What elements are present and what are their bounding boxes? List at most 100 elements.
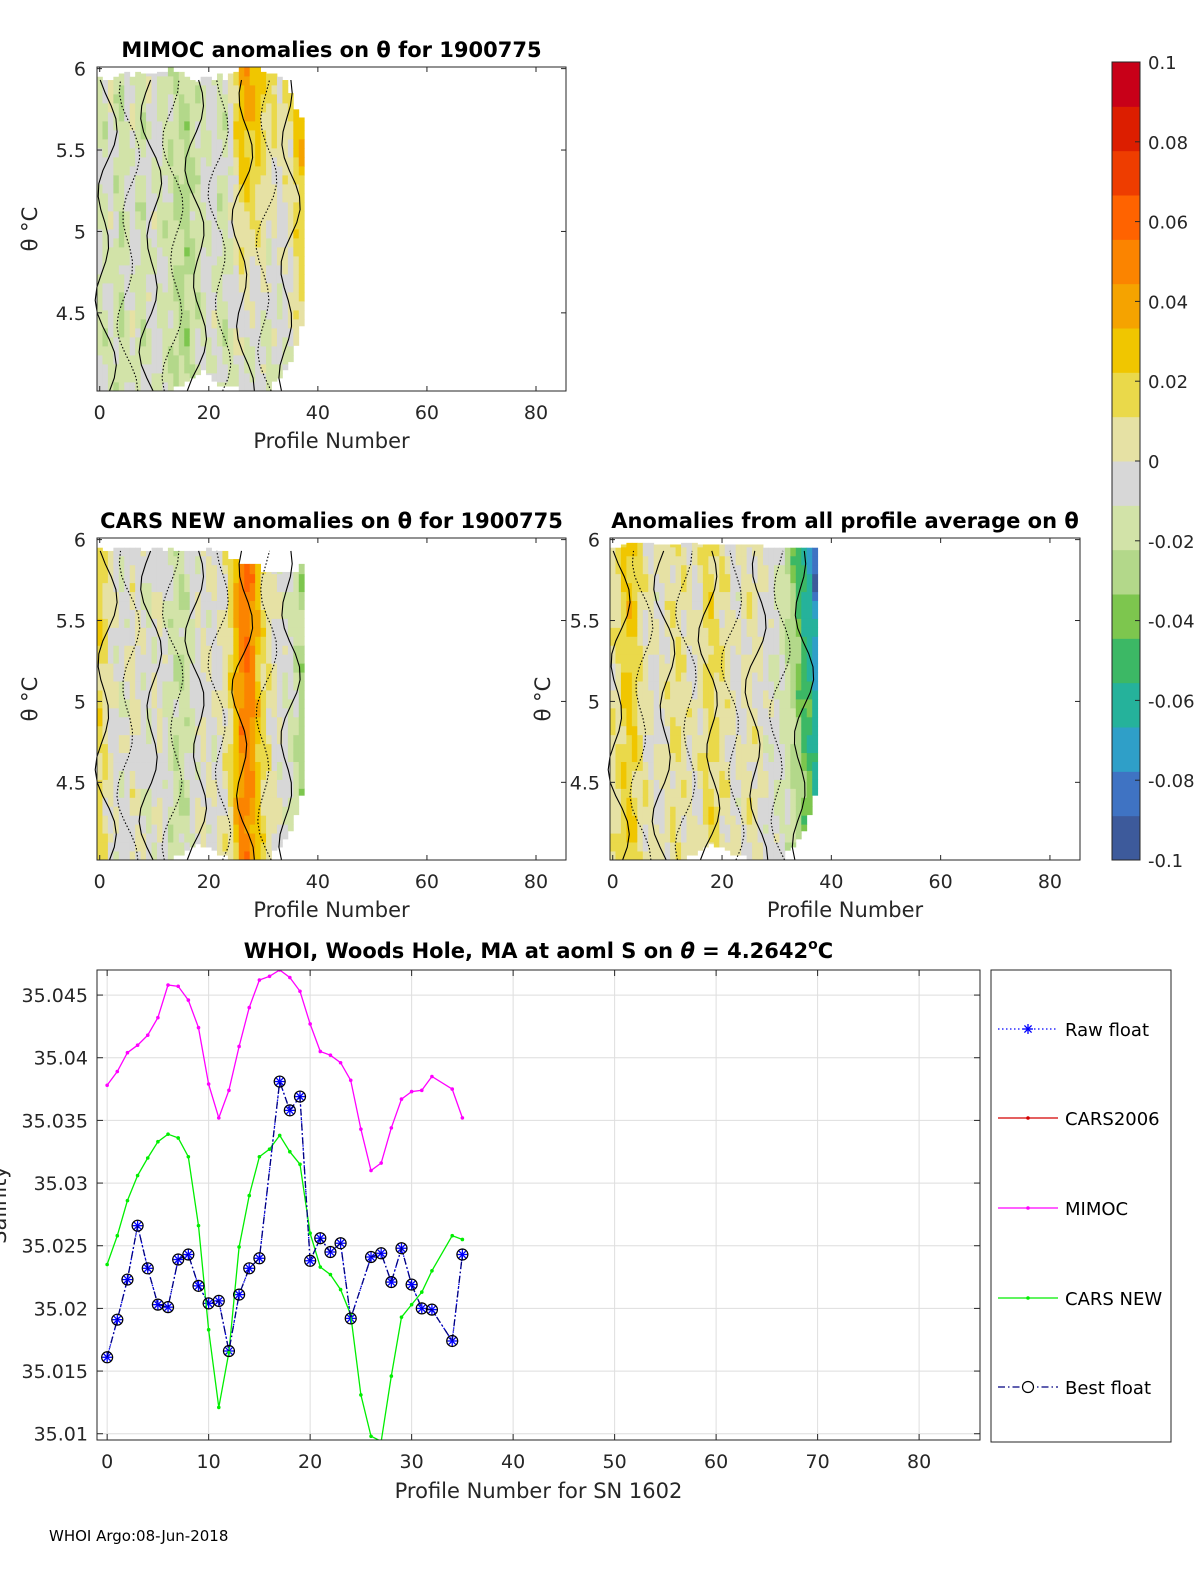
anomaly-cell <box>255 76 262 86</box>
anomaly-cell <box>697 725 704 736</box>
anomaly-cell <box>233 103 240 113</box>
anomaly-cell <box>118 274 125 284</box>
anomaly-cell <box>249 247 256 257</box>
anomaly-cell <box>156 292 163 302</box>
anomaly-cell <box>222 550 229 557</box>
anomaly-cell <box>113 761 120 771</box>
anomaly-cell <box>719 797 726 807</box>
anomaly-cell <box>795 707 802 718</box>
anomaly-cell <box>255 672 262 682</box>
asterisk-stroke <box>458 1250 467 1259</box>
anomaly-cell <box>255 806 262 816</box>
anomaly-cell <box>178 85 185 95</box>
anomaly-cell <box>293 211 300 221</box>
anomaly-cell <box>773 716 780 727</box>
anomaly-cell <box>200 337 207 347</box>
anomaly-cell <box>140 130 147 140</box>
anomaly-cell <box>178 139 185 149</box>
anomaly-cell <box>260 761 267 771</box>
anomaly-cell <box>156 636 163 646</box>
anomaly-cell <box>124 184 131 194</box>
data-point <box>298 1162 302 1167</box>
anomaly-cell <box>227 663 234 673</box>
anomaly-cell <box>211 229 218 239</box>
anomaly-cell <box>255 833 262 843</box>
anomaly-cell <box>200 166 207 176</box>
x-tick-label: 60 <box>415 402 439 424</box>
anomaly-cell <box>773 770 780 780</box>
anomaly-cell <box>653 752 660 763</box>
anomaly-cell <box>773 663 780 673</box>
anomaly-cell <box>102 80 109 86</box>
anomaly-cell <box>757 654 764 664</box>
anomaly-cell <box>610 779 616 789</box>
anomaly-cell <box>178 256 185 266</box>
anomaly-cell <box>195 550 202 557</box>
anomaly-cell <box>206 743 212 754</box>
anomaly-cell <box>195 247 202 257</box>
anomaly-cell <box>216 94 223 104</box>
anomaly-cell <box>801 627 808 637</box>
data-point <box>419 1088 424 1093</box>
anomaly-cell <box>244 734 251 745</box>
anomaly-cell <box>293 310 300 320</box>
anomaly-cell <box>249 582 256 593</box>
anomaly-cell <box>812 752 819 763</box>
anomaly-cell <box>97 734 103 745</box>
salinity-line-chart: 0 10 20 30 40 50 60 70 8035.0135.01535.0235.0253… <box>0 937 981 1503</box>
anomaly-cell <box>244 355 251 365</box>
anomaly-cell <box>282 130 289 140</box>
anomaly-cell <box>195 573 202 584</box>
anomaly-cell <box>151 364 158 374</box>
anomaly-cell <box>195 564 202 575</box>
anomaly-cell <box>615 573 622 584</box>
axes-frame <box>96 969 981 1441</box>
anomaly-cell <box>801 797 808 807</box>
anomaly-cell <box>752 779 758 789</box>
anomaly-cell <box>211 591 218 602</box>
anomaly-cell <box>189 550 196 557</box>
anomaly-cell <box>244 112 251 122</box>
anomaly-cell <box>282 112 289 122</box>
anomaly-cell <box>113 779 120 789</box>
colorbar-segment <box>1112 461 1140 506</box>
anomaly-cell <box>266 310 272 320</box>
anomaly-cell <box>763 627 769 637</box>
anomaly-cell <box>276 130 283 140</box>
anomaly-cell <box>266 734 272 745</box>
y-tick-label: 6 <box>588 530 600 552</box>
anomaly-cell <box>184 283 191 293</box>
anomaly-cell <box>184 130 191 140</box>
anomaly-cell <box>741 725 748 736</box>
anomaly-cell <box>255 699 262 709</box>
anomaly-cell <box>102 788 109 798</box>
anomaly-cell <box>206 292 212 302</box>
anomaly-cell <box>702 555 709 566</box>
anomaly-cell <box>140 851 147 861</box>
anomaly-cell <box>173 247 180 257</box>
anomaly-cell <box>233 743 240 754</box>
asterisk-stroke <box>387 1278 396 1287</box>
anomaly-cell <box>102 609 109 619</box>
anomaly-cell <box>124 654 131 664</box>
anomaly-cell <box>298 220 305 230</box>
anomaly-cell <box>244 193 251 203</box>
anomaly-cell <box>140 76 147 86</box>
anomaly-cell <box>102 175 109 185</box>
anomaly-cell <box>697 734 704 745</box>
anomaly-cell <box>244 157 251 167</box>
anomaly-cell <box>184 564 191 575</box>
anomaly-cell <box>124 761 131 771</box>
anomaly-cell <box>719 761 726 771</box>
anomaly-cell <box>675 752 682 763</box>
anomaly-cell <box>178 654 185 664</box>
anomaly-cell <box>216 355 223 365</box>
colorbar-segment <box>1112 771 1140 817</box>
anomaly-cell <box>779 761 786 771</box>
anomaly-cell <box>255 229 262 239</box>
anomaly-cell <box>773 779 780 789</box>
anomaly-cell <box>102 265 109 275</box>
anomaly-cell <box>282 184 289 194</box>
anomaly-cell <box>233 112 240 122</box>
anomaly-cell <box>659 645 666 655</box>
